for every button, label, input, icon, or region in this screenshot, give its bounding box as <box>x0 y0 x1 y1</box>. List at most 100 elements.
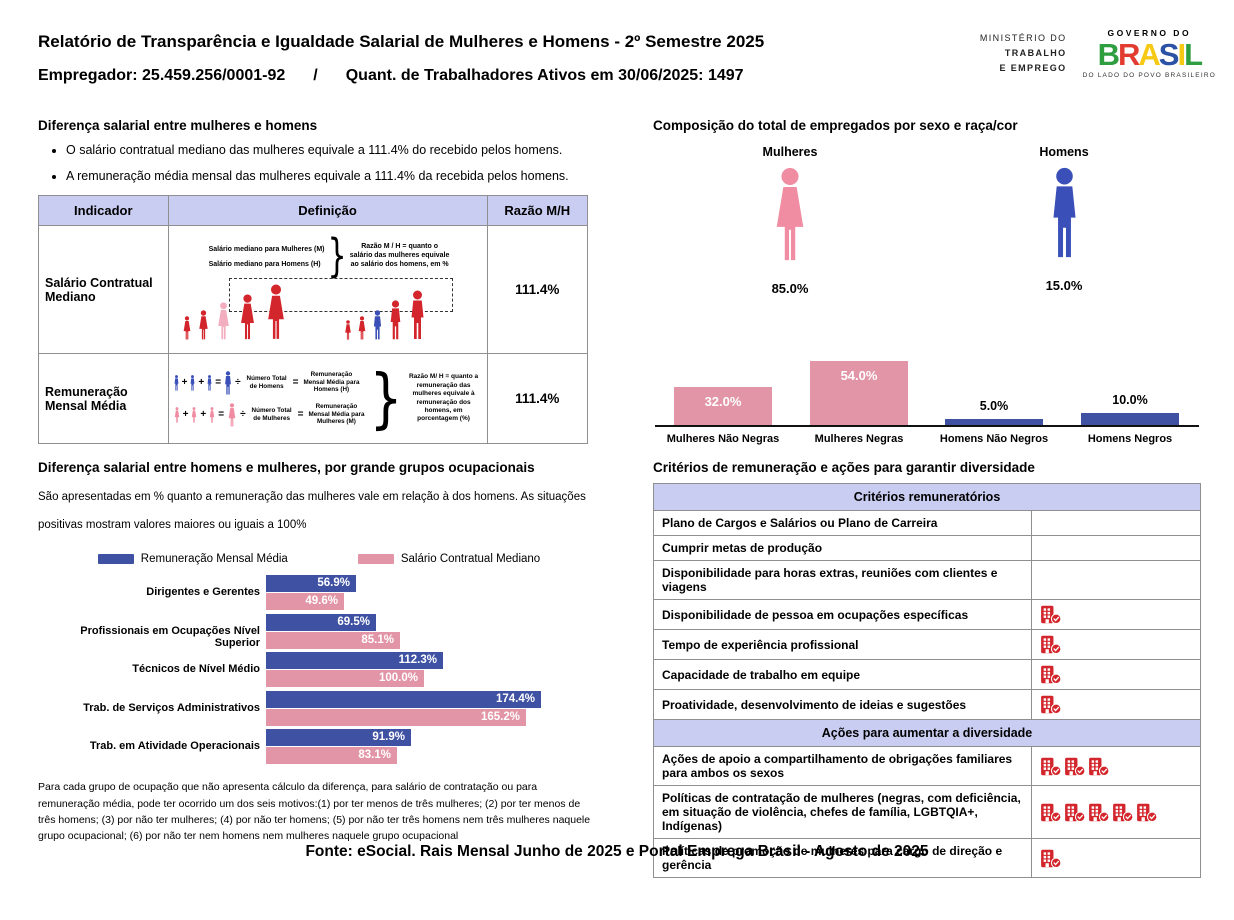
bar-category-label: Homens Negros <box>1087 433 1173 445</box>
bar-Mulheres Negras: 54.0% <box>810 361 908 425</box>
bar-Homens Não Negros <box>945 419 1043 425</box>
race-composition-bar-chart: 32.0% Mulheres Não Negras 54.0% Mulheres Ne… <box>653 357 1201 445</box>
woman-icon <box>228 402 236 427</box>
criteria-status-icons <box>1031 629 1201 660</box>
legend-item: Salário Contratual Mediano <box>357 553 540 565</box>
brasil-letter: L <box>1184 37 1203 72</box>
criteria-row: Tempo de experiência profissional <box>653 629 1201 660</box>
group-value: 15.0% <box>1045 278 1083 293</box>
criteria-label: Cumprir metas de produção <box>653 535 1032 561</box>
brasil-letter: R <box>1117 37 1140 72</box>
criteria-status-icons <box>1031 510 1201 536</box>
employer-id: Empregador: 25.459.256/0001-92 <box>38 67 286 84</box>
bar-value-label: 174.4% <box>495 692 535 705</box>
criteria-status-icons <box>1031 659 1201 690</box>
man-icon <box>191 374 195 391</box>
bar-Salário Contratual Mediano: 100.0% <box>266 670 424 688</box>
governo-do-brasil-logo: GOVERNO DO BRASIL DO LADO DO POVO BRASIL… <box>1083 28 1216 79</box>
bar-Salário Contratual Mediano: 85.1% <box>266 632 400 650</box>
building-check-icon <box>1041 757 1062 776</box>
bar-value-label: 112.3% <box>398 653 437 666</box>
median-men-label: Salário mediano para Homens (H) <box>208 260 321 268</box>
building-check-icon <box>1113 803 1134 822</box>
plus-operator: + <box>198 377 205 388</box>
criteria-row: Plano de Cargos e Salários ou Plano de C… <box>653 510 1201 536</box>
bullet-item: O salário contratual mediano das mulhere… <box>66 143 588 157</box>
brace-glyph: } <box>369 361 403 436</box>
woman-icon <box>217 302 229 340</box>
ratio-value: 111.4% <box>486 225 589 354</box>
woman-icon <box>358 316 365 340</box>
criteria-status-icons <box>1031 838 1201 878</box>
building-check-icon <box>1065 803 1086 822</box>
source-footer: Fonte: eSocial. Rais Mensal Junho de 202… <box>305 843 929 860</box>
bar-value-label: 56.9% <box>317 576 350 589</box>
man-icon <box>1045 167 1084 264</box>
section-header-label: Ações para aumentar a diversidade <box>653 719 1201 747</box>
women-figures-group <box>181 284 290 340</box>
indicator-name: Remuneração Mensal Média <box>38 353 169 444</box>
chart-description: São apresentadas em % quanto a remuneraç… <box>38 491 586 532</box>
building-check-icon <box>1041 803 1062 822</box>
legend-swatch <box>97 554 134 565</box>
bar-Remuneração Mensal Média: 56.9% <box>266 575 356 593</box>
brasil-wordmark: BRASIL <box>1083 39 1216 70</box>
criteria-label: Proatividade, desenvolvimento de ideias … <box>653 689 1032 720</box>
result-label: Remuneração Mensal Média para Mulheres (… <box>308 403 365 426</box>
section-title: Diferença salarial entre homens e mulher… <box>38 460 535 475</box>
brace-glyph: } <box>327 230 347 283</box>
indicator-table: Indicador Definição Razão M/H Salário Co… <box>38 195 589 444</box>
man-icon <box>174 374 178 391</box>
section-composition: Composição do total de empregados por se… <box>653 118 1201 448</box>
bar-value-label: 10.0% <box>1112 393 1148 407</box>
legend-item: Remuneração Mensal Média <box>97 553 288 565</box>
building-check-icon <box>1041 665 1062 685</box>
criteria-status-icons <box>1031 599 1201 630</box>
divisor-label: Número Total de Homens <box>246 374 287 390</box>
brasil-letter: S <box>1158 37 1180 72</box>
plus-operator: + <box>200 409 207 420</box>
criteria-status-icons <box>1031 689 1201 720</box>
brasil-letter: A <box>1138 37 1160 72</box>
men-equation-row: + + = ÷ Número Total de Homens = Remuneração M… <box>173 370 368 395</box>
section-header-label: Critérios remuneratórios <box>653 483 1201 511</box>
criteria-row: Disponibilidade para horas extras, reuni… <box>653 560 1201 600</box>
dashed-range-box <box>228 278 453 312</box>
equals-operator: = <box>297 409 304 420</box>
woman-icon <box>344 320 351 340</box>
bar-value-label: 49.6% <box>305 594 338 607</box>
bar-Salário Contratual Mediano: 83.1% <box>266 747 397 765</box>
building-check-icon <box>1041 695 1062 715</box>
section-occupational-gap: Diferença salarial entre homens e mulher… <box>38 460 600 855</box>
divisor-label: Número Total de Mulheres <box>251 406 292 422</box>
sex-pictograms: Mulheres 85.0% Homens 15.0% <box>653 145 1201 296</box>
table-row: Remuneração Mensal Média + + = ÷ Número Tota… <box>38 353 589 444</box>
building-check-icon <box>1041 849 1062 868</box>
criteria-row: Políticas de contratação de mulheres (ne… <box>653 785 1201 839</box>
legend-swatch <box>357 554 394 565</box>
bar-value-label: 100.0% <box>378 671 418 684</box>
building-check-icon <box>1041 635 1062 655</box>
indicator-name: Salário Contratual Mediano <box>38 225 169 354</box>
bar-value-label: 5.0% <box>979 399 1009 413</box>
men-group: Homens 15.0% <box>954 145 1174 296</box>
ministry-line: E EMPREGO <box>999 63 1067 74</box>
bar-value-label: 85.1% <box>361 633 394 646</box>
bar-value-label: 91.9% <box>372 730 405 743</box>
criteria-row: Políticas de promoção de mulheres para c… <box>653 838 1201 878</box>
woman-icon <box>267 284 284 339</box>
mean-ratio-note: Razão M/ H = quanto a remuneração das mu… <box>408 373 479 423</box>
divide-operator: ÷ <box>235 377 241 388</box>
bar-category-label: Homens Não Negros <box>939 433 1049 445</box>
chart-footnote: Para cada grupo de ocupação que não apre… <box>38 781 591 843</box>
table-header-row: Indicador Definição Razão M/H <box>38 195 589 226</box>
building-check-icon <box>1089 803 1110 822</box>
bar-category-label: Mulheres Negras <box>814 433 904 445</box>
criteria-label: Políticas de promoção de mulheres para c… <box>653 838 1032 878</box>
building-check-icon <box>1089 757 1110 776</box>
median-women-label: Salário mediano para Mulheres (M) <box>208 245 325 253</box>
gov-logo-tagline: DO LADO DO POVO BRASILEIRO <box>1082 72 1216 79</box>
bar-Remuneração Mensal Média: 69.5% <box>266 614 376 632</box>
criteria-label: Políticas de contratação de mulheres (ne… <box>653 785 1032 839</box>
